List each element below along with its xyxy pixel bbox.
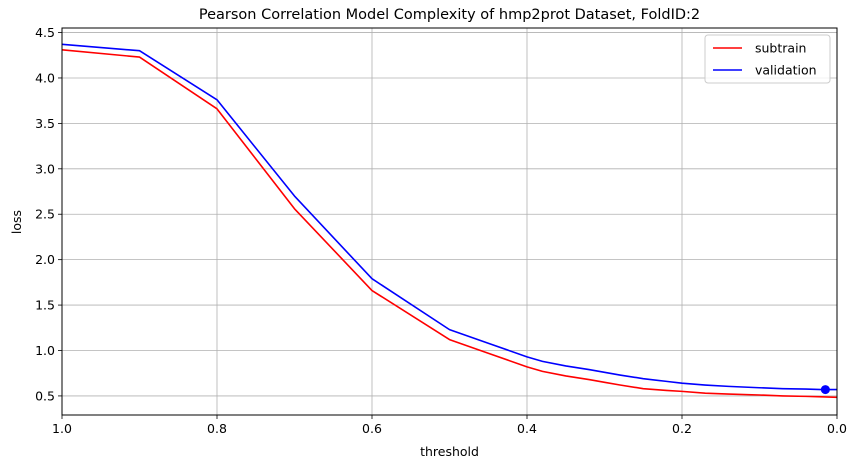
legend-label-validation: validation [755, 63, 817, 78]
series-line-subtrain [61, 49, 838, 399]
x-tick-label: 0.2 [672, 421, 692, 436]
series-line-validation [61, 43, 837, 391]
plot-background [62, 28, 837, 415]
y-tick-label: 3.5 [35, 116, 55, 131]
chart-title: Pearson Correlation Model Complexity of … [199, 7, 700, 23]
marker-layer [820, 385, 830, 395]
y-tick-label: 1.5 [35, 298, 55, 313]
legend: subtrain validation [704, 34, 831, 84]
x-tick-label: 0.8 [207, 421, 227, 436]
x-tick-label: 0.0 [827, 421, 847, 436]
x-tick-label: 0.6 [362, 421, 382, 436]
y-axis-ticks: 0.5 1.0 1.5 2.0 2.5 3.0 3.5 4.0 4.5 [35, 25, 62, 403]
y-axis-label: loss [9, 210, 24, 234]
y-tick-label: 4.0 [35, 70, 55, 85]
x-axis-ticks: 1.0 0.8 0.6 0.4 0.2 0.0 [52, 415, 847, 436]
legend-box [704, 34, 831, 84]
y-tick-label: 4.5 [35, 25, 55, 40]
x-axis-label: threshold [420, 444, 479, 459]
x-tick-label: 0.4 [517, 421, 537, 436]
series-layer [61, 43, 838, 399]
min-loss-marker [820, 385, 830, 395]
x-tick-label: 1.0 [52, 421, 72, 436]
legend-label-subtrain: subtrain [755, 41, 806, 56]
plot-frame [61, 27, 838, 416]
y-tick-label: 2.0 [35, 252, 55, 267]
y-tick-label: 0.5 [35, 388, 55, 403]
y-tick-label: 3.0 [35, 161, 55, 176]
y-tick-label: 1.0 [35, 343, 55, 358]
y-tick-label: 2.5 [35, 207, 55, 222]
